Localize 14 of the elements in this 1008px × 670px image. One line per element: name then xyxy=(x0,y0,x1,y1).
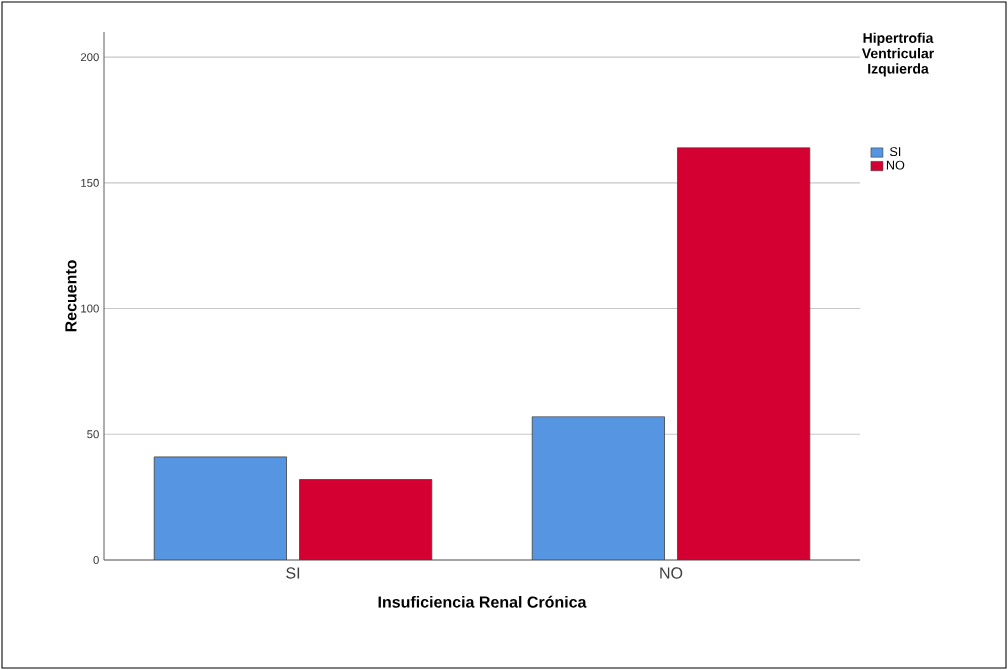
y-tick-label: 200 xyxy=(80,53,99,62)
bar xyxy=(153,456,287,560)
bar xyxy=(299,479,433,560)
legend-title: Hipertrofia Ventricular Izquierda xyxy=(861,32,934,77)
bar xyxy=(677,147,811,560)
legend-label: NO xyxy=(886,160,905,170)
y-tick-label: 0 xyxy=(93,555,99,564)
bar xyxy=(531,416,665,560)
y-tick-label: 50 xyxy=(87,430,99,439)
x-axis-title: Insuficiencia Renal Crónica xyxy=(378,595,587,608)
legend-label: SI xyxy=(889,147,901,157)
y-tick-label: 150 xyxy=(81,178,99,187)
y-axis-title: Recuento xyxy=(65,260,77,332)
y-tick-label: 100 xyxy=(81,304,99,313)
